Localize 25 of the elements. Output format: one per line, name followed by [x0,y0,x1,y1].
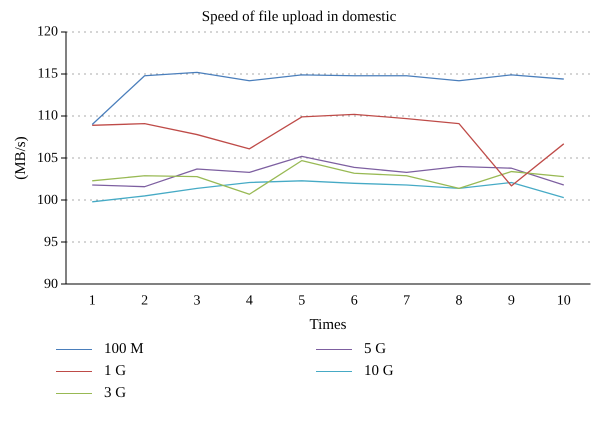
x-tick-label: 7 [403,293,410,308]
x-tick-label: 8 [456,293,462,308]
x-tick-label: 4 [246,293,253,308]
x-tick-label: 1 [88,293,96,308]
x-tick-label: 9 [508,293,515,308]
x-axis-title: Times [310,316,347,333]
y-tick-label: 90 [44,276,58,292]
chart-title: Speed of file upload in domestic [202,8,397,25]
x-tick-label: 10 [556,293,571,308]
y-tick-label: 95 [44,234,58,250]
x-tick-label: 3 [194,293,200,308]
y-tick-label: 110 [38,108,58,124]
legend-label: 5 G [364,340,386,358]
x-tick-label: 2 [141,293,148,308]
y-tick-label: 120 [37,24,58,40]
legend-label: 3 G [104,384,126,402]
legend-label: 100 M [104,340,144,358]
legend-label: 10 G [364,362,394,380]
y-tick-label: 115 [38,66,58,82]
x-tick-label: 5 [298,293,306,308]
x-tick-label: 6 [350,293,358,308]
legend-label: 1 G [104,362,126,380]
y-axis-title: (MB/s) [12,136,29,180]
y-tick-label: 105 [37,150,58,166]
y-tick-label: 100 [37,192,58,208]
